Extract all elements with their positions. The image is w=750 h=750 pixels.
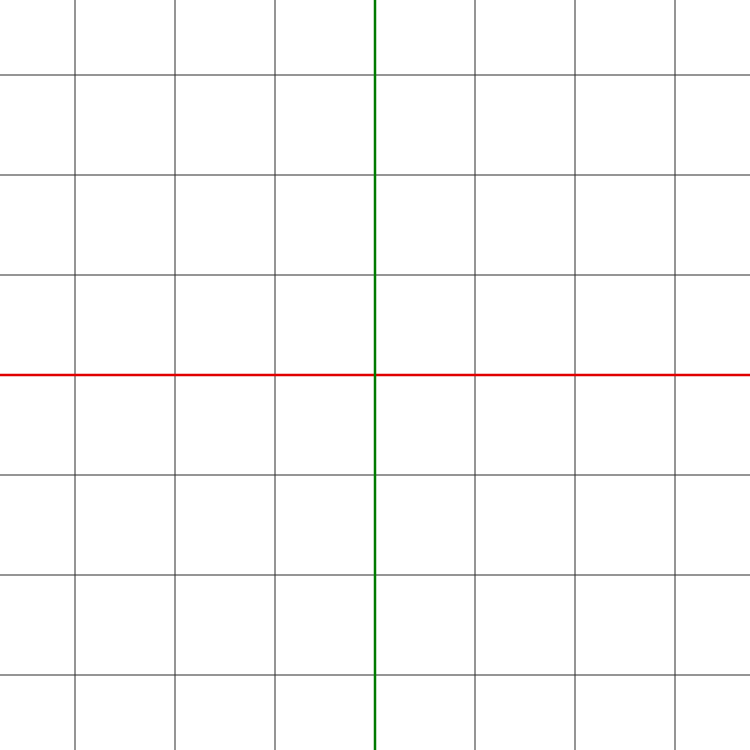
grid-svg	[0, 0, 750, 750]
grid-canvas[interactable]	[0, 0, 750, 750]
